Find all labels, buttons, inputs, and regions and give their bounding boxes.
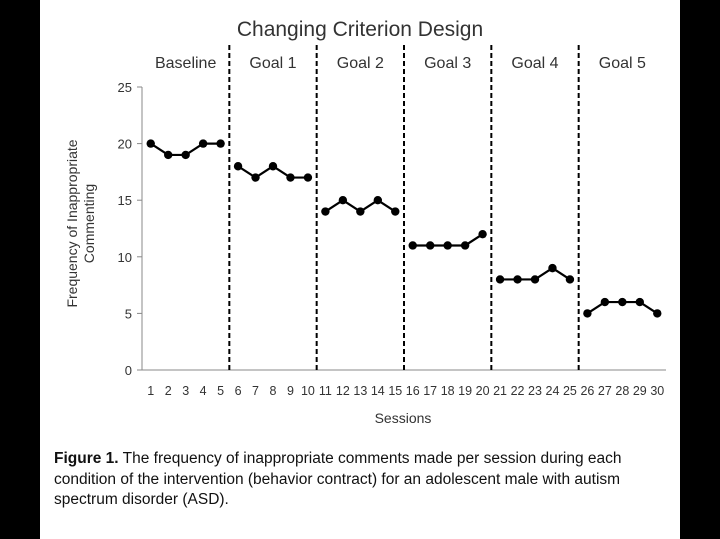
x-axis-label: Sessions: [375, 410, 432, 426]
phase-labels: Baseline Goal 1 Goal 2 Goal 3 Goal 4 Goal 5: [155, 55, 646, 72]
data-point: [618, 297, 627, 307]
x-tick-label: 5: [217, 384, 224, 398]
x-tick-label: 13: [353, 384, 367, 398]
data-point: [338, 196, 348, 205]
y-tick-label: 25: [118, 80, 132, 95]
x-tick-label: 8: [270, 384, 277, 398]
x-tick-label: 26: [580, 384, 594, 398]
figure-panel: [40, 0, 680, 539]
data-point: [408, 241, 417, 250]
data-point: [164, 150, 173, 160]
x-tick-label: 2: [165, 384, 172, 398]
x-tick-label: 29: [633, 384, 647, 398]
chart-title: Changing Criterion Design: [237, 18, 483, 41]
data-point: [216, 139, 225, 148]
data-point: [495, 275, 505, 284]
x-tick-label: 7: [252, 384, 259, 398]
x-tick-label: 15: [388, 384, 402, 398]
y-axis-label: Frequency of Inappropriate Commenting: [64, 139, 97, 307]
x-tick-label: 4: [200, 384, 207, 398]
data-point: [286, 173, 295, 182]
phase-label: Goal 5: [599, 55, 646, 72]
data-point: [653, 309, 662, 318]
data-point: [548, 263, 557, 273]
data-point: [198, 139, 208, 148]
x-tick-label: 6: [235, 384, 242, 398]
x-tick-label: 1: [147, 384, 154, 398]
y-axis-label-line: Frequency of Inappropriate: [64, 139, 80, 307]
data-point: [356, 207, 365, 216]
x-tick-label: 25: [563, 384, 577, 398]
data-point: [251, 173, 260, 182]
phase-label: Baseline: [155, 55, 216, 72]
x-tick-label: 12: [336, 384, 350, 398]
phase-label: Goal 1: [249, 55, 296, 72]
x-tick-label: 21: [493, 384, 507, 398]
phase-label: Goal 3: [424, 55, 471, 72]
data-point: [233, 162, 243, 171]
y-tick-label: 5: [125, 306, 132, 321]
data-point: [321, 207, 330, 216]
x-tick-label: 10: [301, 384, 315, 398]
x-tick-label: 27: [598, 384, 612, 398]
caption-lead: Figure 1.: [54, 450, 119, 467]
data-point: [635, 297, 644, 307]
x-tick-label: 18: [441, 384, 455, 398]
phase-change-lines: [228, 45, 580, 370]
x-tick-label: 16: [406, 384, 420, 398]
data-point: [303, 173, 313, 182]
x-ticks: 1 2 3 4 5 6 7 8 9 10 11 12 13 14 15 16 17 18 19 20 21 22 23 24 2…: [147, 384, 664, 398]
data-point: [443, 241, 452, 250]
data-point: [530, 275, 540, 284]
data-point: [391, 207, 400, 216]
x-tick-label: 3: [182, 384, 189, 398]
x-tick-label: 30: [650, 384, 664, 398]
y-tick-label: 10: [118, 250, 132, 265]
x-tick-label: 22: [511, 384, 525, 398]
x-tick-label: 19: [458, 384, 472, 398]
figure-caption: Figure 1. The frequency of inappropriate…: [54, 449, 674, 511]
data-point: [146, 139, 155, 148]
data-series: [146, 139, 662, 318]
data-point: [268, 162, 278, 171]
y-tick-label: 0: [125, 363, 132, 378]
x-tick-label: 14: [371, 384, 385, 398]
x-tick-label: 23: [528, 384, 542, 398]
data-point: [513, 275, 522, 284]
data-point: [181, 150, 190, 160]
x-tick-label: 9: [287, 384, 294, 398]
phase-label: Goal 2: [337, 55, 384, 72]
y-tick-label: 15: [118, 193, 132, 208]
data-point: [565, 275, 575, 284]
y-ticks: 0 5 10 15 20 25: [118, 80, 142, 378]
x-tick-label: 20: [476, 384, 490, 398]
data-point: [460, 241, 470, 250]
x-tick-label: 17: [423, 384, 437, 398]
data-point: [478, 229, 487, 239]
caption-text: The frequency of inappropriate comments …: [54, 450, 622, 508]
phase-label: Goal 4: [511, 55, 558, 72]
data-point: [373, 196, 382, 205]
data-point: [426, 241, 435, 250]
data-point: [600, 297, 610, 307]
x-tick-label: 24: [546, 384, 560, 398]
x-tick-label: 28: [615, 384, 629, 398]
y-tick-label: 20: [118, 137, 132, 152]
y-axis-label-line: Commenting: [81, 184, 97, 263]
x-tick-label: 11: [319, 384, 332, 398]
data-point: [583, 309, 592, 318]
